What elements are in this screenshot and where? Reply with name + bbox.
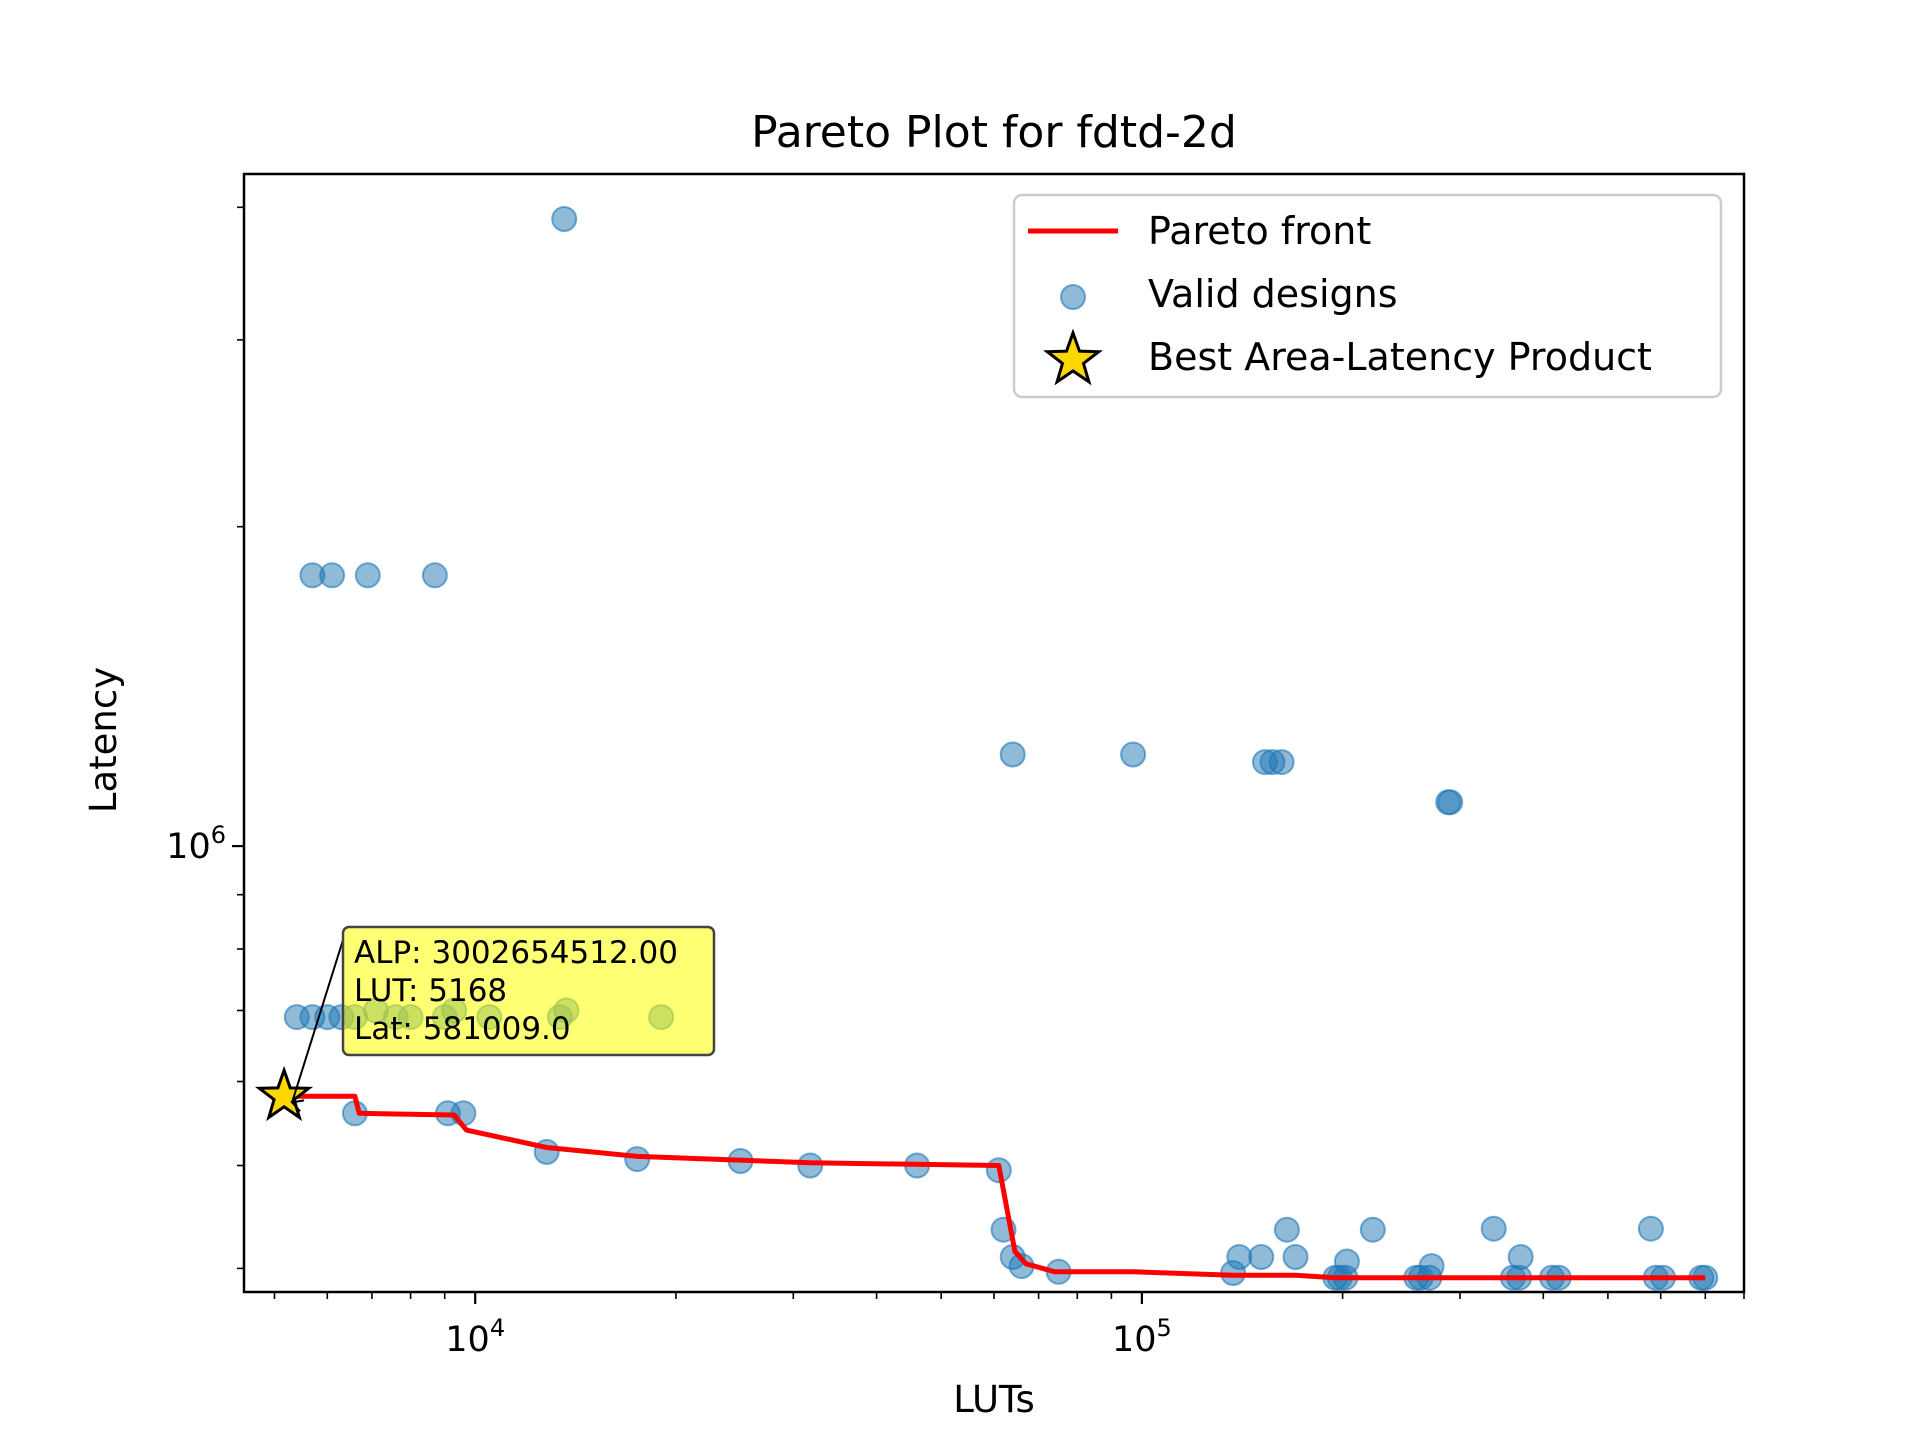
annotation-box bbox=[341, 925, 716, 1057]
data-point bbox=[1480, 1215, 1507, 1242]
legend-star-swatch bbox=[1043, 328, 1103, 386]
data-point bbox=[1273, 1216, 1300, 1243]
data-point bbox=[1282, 1244, 1309, 1270]
alp-annotation: ALP: 3002654512.00 LUT: 5168 Lat: 581009… bbox=[341, 925, 716, 1057]
data-point bbox=[797, 1152, 824, 1179]
data-point bbox=[1268, 749, 1295, 776]
legend-label-best: Best Area-Latency Product bbox=[1148, 335, 1652, 379]
data-point bbox=[421, 562, 448, 589]
data-point bbox=[1226, 1244, 1253, 1270]
annotation-line-lut: LUT: 5168 bbox=[354, 973, 507, 1009]
legend-label-pareto: Pareto front bbox=[1148, 209, 1371, 253]
data-point bbox=[319, 562, 346, 589]
annotation-line-lat: Lat: 581009.0 bbox=[354, 1011, 571, 1047]
y-tick-label: 106 bbox=[166, 821, 226, 867]
legend-label-valid: Valid designs bbox=[1148, 272, 1398, 316]
best-alp-star bbox=[254, 1065, 314, 1122]
y-axis-ticks: 106 bbox=[166, 206, 244, 1270]
y-axis-label: Latency bbox=[82, 667, 125, 813]
annotation-arrowhead bbox=[290, 1099, 305, 1113]
data-point bbox=[1637, 1215, 1664, 1242]
best-alp-layer bbox=[254, 939, 344, 1122]
data-point bbox=[1359, 1216, 1386, 1243]
legend-points-swatch bbox=[1060, 284, 1086, 310]
x-axis-label: LUTs bbox=[953, 1378, 1035, 1421]
x-tick-label: 104 bbox=[445, 1314, 505, 1360]
data-point bbox=[1248, 1244, 1275, 1270]
legend-box bbox=[1012, 193, 1723, 399]
annotation-arrow bbox=[291, 939, 344, 1103]
data-point bbox=[1437, 789, 1464, 816]
x-tick-label: 105 bbox=[1112, 1314, 1172, 1360]
data-point bbox=[354, 562, 381, 589]
annotation-line-alp: ALP: 3002654512.00 bbox=[354, 935, 678, 971]
x-axis-ticks: 104 105 bbox=[273, 1292, 1745, 1360]
pareto-front-line bbox=[284, 1093, 1706, 1281]
data-point bbox=[1120, 741, 1147, 768]
data-point bbox=[551, 206, 578, 232]
data-point bbox=[999, 741, 1026, 768]
pareto-front-layer bbox=[284, 1093, 1706, 1281]
chart-title: Pareto Plot for fdtd-2d bbox=[751, 107, 1237, 158]
legend: Pareto front Valid designs Best Area-Lat… bbox=[1012, 193, 1723, 399]
